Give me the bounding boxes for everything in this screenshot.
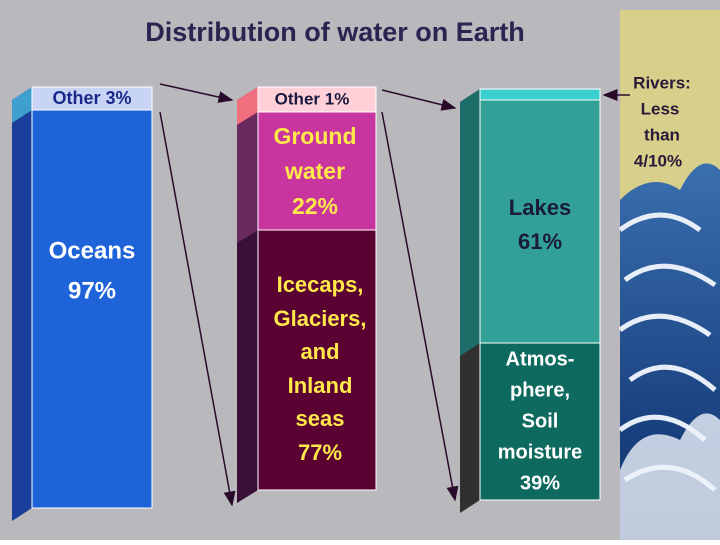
column: Other 1% Ground water 22% Icecaps, Glaci… <box>237 86 377 503</box>
segment-label: Lakes <box>509 195 571 220</box>
rivers-note: Rivers: Less than 4/10% <box>633 73 691 170</box>
note-line: than <box>644 125 680 144</box>
segment-label: Ground <box>273 123 356 149</box>
segment-label: Icecaps, <box>277 272 364 297</box>
column: Other 3% Oceans 97% <box>12 86 153 521</box>
wave-art <box>618 10 720 541</box>
segment-label: 97% <box>68 277 116 304</box>
arrows <box>159 83 630 507</box>
segment-label: Soil <box>522 410 559 432</box>
segment-label: seas <box>296 406 345 431</box>
segment-label: Oceans <box>49 237 136 264</box>
segment-label: Atmos- <box>506 348 575 370</box>
segment-label: 61% <box>518 229 562 254</box>
segment-label: Other 3% <box>52 88 131 108</box>
segment-label: phere, <box>510 379 570 401</box>
segment-label: and <box>300 339 339 364</box>
segment-label: 22% <box>292 193 338 219</box>
segment-label: 77% <box>298 440 342 465</box>
title: Distribution of water on Earth <box>145 17 525 47</box>
segment-label: Glaciers, <box>274 306 367 331</box>
segment-label: moisture <box>498 441 582 463</box>
segment-label: 39% <box>520 472 560 494</box>
segment-label: water <box>284 158 345 184</box>
note-line: Rivers: <box>633 73 691 92</box>
note-line: Less <box>641 99 680 118</box>
segment-label: Other 1% <box>275 89 350 108</box>
segment-label: Inland <box>288 373 353 398</box>
note-line: 4/10% <box>634 151 682 170</box>
column: Lakes 61% Atmos- phere, Soil moisture 39… <box>460 88 601 513</box>
